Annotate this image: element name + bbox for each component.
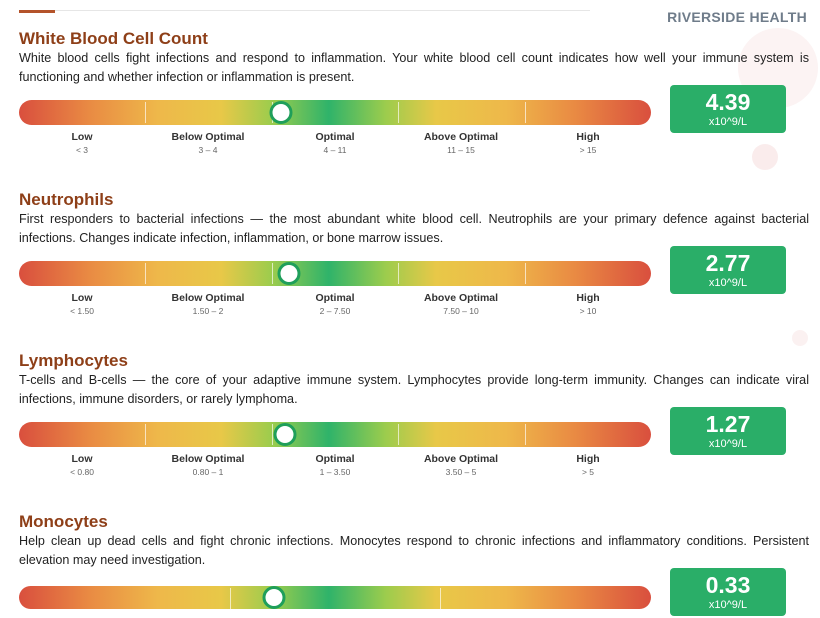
brand-name: RIVERSIDE HEALTH	[667, 9, 807, 25]
value-marker	[277, 262, 301, 285]
range-scale-bar	[19, 261, 651, 286]
decorative-circle	[792, 330, 808, 346]
result-value: 1.27	[705, 411, 751, 437]
zone-name: Low	[71, 453, 93, 465]
zone-range: 3.50 – 5	[445, 467, 477, 477]
zone-range: 1.50 – 2	[192, 306, 224, 316]
zone-below-optimal: Below Optimal 1.50 – 2	[145, 292, 271, 316]
zone-divider	[145, 424, 146, 445]
zone-name: High	[576, 131, 600, 143]
range-scale-bar	[19, 100, 651, 125]
zone-name: Above Optimal	[423, 292, 499, 304]
zone-range: 11 – 15	[447, 145, 475, 155]
result-unit: x10^9/L	[708, 438, 748, 450]
zone-range: 3 – 4	[198, 145, 218, 155]
zone-high: High > 15	[525, 131, 651, 155]
value-marker	[269, 101, 293, 124]
zone-range: > 15	[579, 145, 597, 155]
header-accent	[19, 10, 55, 13]
zone-range: > 10	[579, 306, 597, 316]
zone-name: Optimal	[315, 131, 355, 143]
zone-divider	[145, 102, 146, 123]
zone-above-optimal: Above Optimal 7.50 – 10	[398, 292, 524, 316]
value-marker	[262, 586, 286, 609]
marker-description: First responders to bacterial infections…	[19, 212, 809, 245]
result-unit: x10^9/L	[708, 116, 748, 128]
zone-divider	[272, 263, 273, 284]
zone-divider	[230, 588, 231, 609]
zone-name: High	[576, 292, 600, 304]
result-value-box: 0.33 x10^9/L	[670, 568, 786, 616]
zone-range: < 3	[75, 145, 89, 155]
marker-title: White Blood Cell Count	[19, 29, 208, 48]
result-value: 4.39	[705, 89, 751, 115]
range-scale-bar	[19, 422, 651, 447]
result-value-box: 1.27 x10^9/L	[670, 407, 786, 455]
zone-divider	[398, 102, 399, 123]
zone-above-optimal: Above Optimal 11 – 15	[398, 131, 524, 155]
zone-range: < 1.50	[70, 306, 94, 316]
range-scale-bar	[19, 586, 651, 609]
zone-range: 1 – 3.50	[319, 467, 351, 477]
zone-divider	[525, 424, 526, 445]
zone-optimal: Optimal 1 – 3.50	[272, 453, 398, 477]
zone-high: High > 10	[525, 292, 651, 316]
zone-high: High > 5	[525, 453, 651, 477]
zone-optimal: Optimal 4 – 11	[272, 131, 398, 155]
zone-name: Above Optimal	[423, 131, 499, 143]
header-rule	[19, 10, 590, 11]
marker-description: T-cells and B-cells — the core of your a…	[19, 373, 809, 406]
zone-name: Low	[71, 131, 93, 143]
zone-range: 0.80 – 1	[192, 467, 224, 477]
zone-name: Below Optimal	[171, 292, 245, 304]
zone-below-optimal: Below Optimal 0.80 – 1	[145, 453, 271, 477]
marker-description: Help clean up dead cells and fight chron…	[19, 534, 809, 567]
zone-low: Low < 0.80	[19, 453, 145, 477]
zone-low: Low < 3	[19, 131, 145, 155]
zone-divider	[525, 263, 526, 284]
zone-range: > 5	[581, 467, 595, 477]
result-value: 2.77	[705, 250, 751, 276]
zone-low: Low < 1.50	[19, 292, 145, 316]
result-unit: x10^9/L	[708, 277, 748, 289]
zone-range: 7.50 – 10	[443, 306, 479, 316]
zone-optimal: Optimal 2 – 7.50	[272, 292, 398, 316]
value-marker	[273, 423, 297, 446]
result-value: 0.33	[705, 572, 751, 598]
zone-name: Optimal	[315, 292, 355, 304]
marker-title: Monocytes	[19, 512, 108, 531]
zone-below-optimal: Below Optimal 3 – 4	[145, 131, 271, 155]
zone-divider	[440, 588, 441, 609]
zone-name: Above Optimal	[423, 453, 499, 465]
marker-title: Lymphocytes	[19, 351, 128, 370]
zone-range: < 0.80	[70, 467, 94, 477]
zone-divider	[398, 263, 399, 284]
zone-name: Below Optimal	[171, 131, 245, 143]
result-value-box: 4.39 x10^9/L	[670, 85, 786, 133]
zone-range: 4 – 11	[323, 145, 347, 155]
zone-divider	[398, 424, 399, 445]
zone-name: Low	[71, 292, 93, 304]
decorative-circle	[752, 144, 778, 170]
result-unit: x10^9/L	[708, 599, 748, 611]
zone-above-optimal: Above Optimal 3.50 – 5	[398, 453, 524, 477]
zone-divider	[525, 102, 526, 123]
zone-name: Optimal	[315, 453, 355, 465]
marker-description: White blood cells fight infections and r…	[19, 51, 809, 84]
zone-name: Below Optimal	[171, 453, 245, 465]
zone-divider	[145, 263, 146, 284]
result-value-box: 2.77 x10^9/L	[670, 246, 786, 294]
zone-divider	[272, 424, 273, 445]
zone-range: 2 – 7.50	[319, 306, 351, 316]
zone-name: High	[576, 453, 600, 465]
marker-title: Neutrophils	[19, 190, 114, 209]
